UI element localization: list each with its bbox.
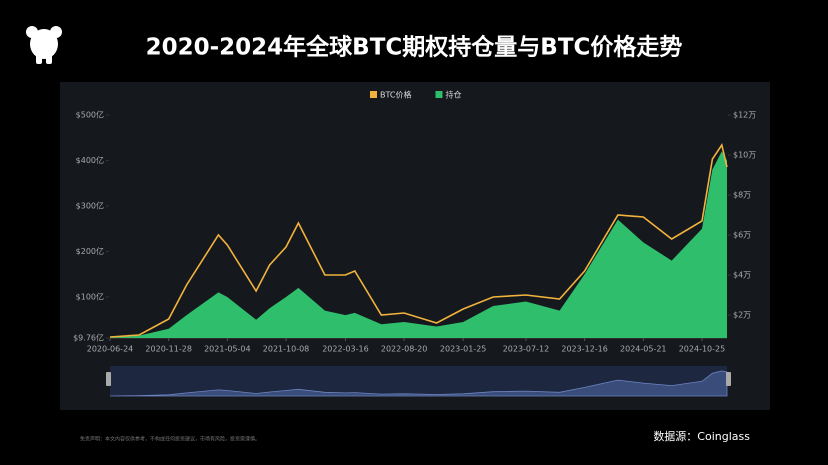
legend-swatch	[435, 91, 443, 98]
y-tick-label: $400亿	[76, 155, 104, 165]
x-tick-label: 2020-11-28	[145, 345, 192, 354]
x-tick-label: 2023-12-16	[561, 345, 608, 354]
x-tick-label: 2024-05-21	[620, 345, 667, 354]
y2-tick-label: $6万	[733, 231, 751, 240]
chart-title: 2020-2024年全球BTC期权持仓量与BTC价格走势	[146, 34, 683, 61]
logo	[26, 26, 62, 64]
area	[110, 151, 727, 338]
navigator-handle	[106, 372, 111, 386]
y2-tick-label: $10万	[733, 151, 756, 160]
navigator-area	[109, 370, 728, 397]
y2-tick-label: $2万	[733, 311, 751, 320]
y2-tick-label: $4万	[733, 271, 751, 280]
y-tick-label: $9.76亿	[73, 333, 104, 343]
line	[109, 143, 728, 338]
legend-swatch	[370, 91, 377, 98]
x-tick-label: 2022-03-16	[322, 345, 369, 354]
disclaimer: 免责声明：本文内容仅供参考，不构成任何投资建议，市场有风险，投资需谨慎。	[80, 436, 260, 443]
y2-tick-label: $12万	[733, 111, 756, 120]
legend-label: BTC价格	[380, 90, 412, 100]
source: 数据源：Coinglass	[653, 429, 750, 443]
x-tick-label: 2023-01-25	[440, 345, 487, 354]
y-tick-label: $300亿	[76, 200, 104, 210]
x-tick-label: 2023-07-12	[503, 345, 550, 354]
x-tick-label: 2022-08-20	[381, 345, 428, 354]
x-tick-label: 2021-05-04	[204, 345, 251, 354]
y-tick-label: $200亿	[76, 246, 104, 256]
navigator-handle	[726, 372, 731, 386]
x-tick-label: 2020-06-24	[87, 345, 134, 354]
y-tick-label: $500亿	[76, 110, 104, 120]
x-tick-label: 2021-10-08	[263, 345, 310, 354]
plot-panel	[60, 82, 770, 410]
legend-label: 持仓	[446, 90, 462, 100]
x-tick-label: 2024-10-25	[679, 345, 726, 354]
y-tick-label: $100亿	[76, 291, 104, 301]
y2-tick-label: $8万	[733, 191, 751, 200]
